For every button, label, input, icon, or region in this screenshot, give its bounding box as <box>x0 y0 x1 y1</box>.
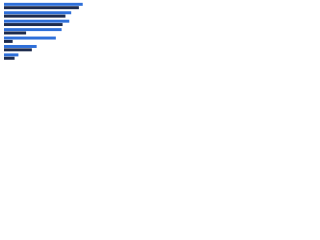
chart <box>4 2 83 60</box>
bar <box>4 31 27 35</box>
bar <box>4 53 19 57</box>
page: (() => { const data = JSON.parse(documen… <box>0 0 320 71</box>
bar <box>4 19 70 23</box>
bar <box>4 56 15 60</box>
bar <box>4 2 83 6</box>
bar <box>4 48 32 52</box>
bar <box>4 6 79 10</box>
bar <box>4 11 72 15</box>
bar <box>4 44 37 48</box>
bar <box>4 39 13 43</box>
bar <box>4 36 56 40</box>
bar <box>4 14 66 18</box>
bar <box>4 23 63 27</box>
bar <box>4 28 62 32</box>
